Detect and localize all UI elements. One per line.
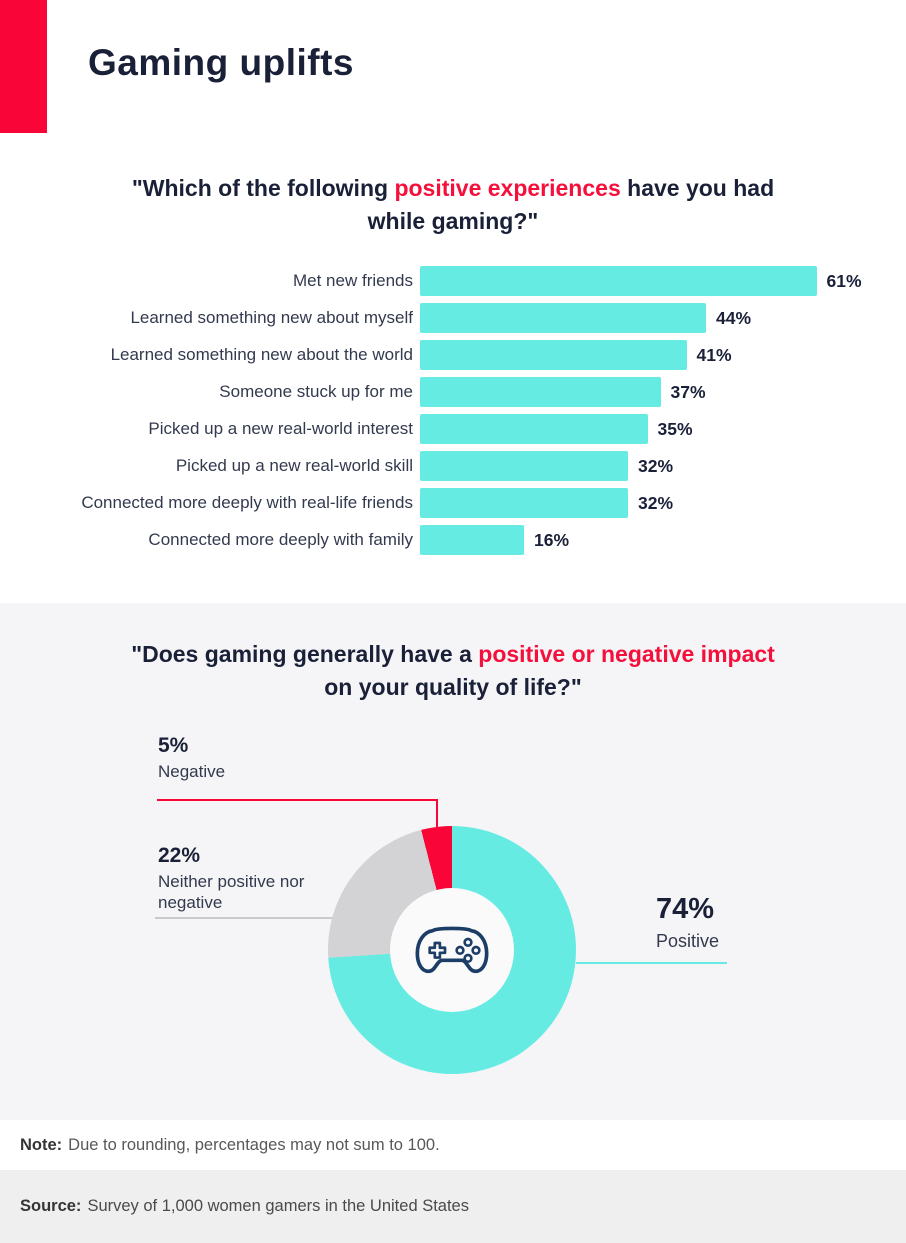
bar-learned-about-myself — [420, 303, 706, 333]
question-text-pre: "Does gaming generally have a — [131, 641, 479, 667]
donut-chart-question: "Does gaming generally have a positive o… — [123, 638, 783, 705]
bar-category-label: Connected more deeply with family — [148, 530, 413, 549]
negative-connector-line-horizontal — [157, 799, 438, 801]
bar-row: Connected more deeply with family 16% — [0, 525, 906, 555]
bar-row: Picked up a new real-world interest 35% — [0, 414, 906, 444]
bar-category-label: Learned something new about the world — [110, 345, 413, 364]
question-text-highlight: positive or negative impact — [478, 641, 775, 667]
donut-hole — [390, 888, 514, 1012]
bar-someone-stuck-up — [420, 377, 661, 407]
note-text: Due to rounding, percentages may not sum… — [68, 1135, 440, 1154]
bar-category-label: Connected more deeply with real-life fri… — [81, 493, 413, 512]
positive-experiences-bar-chart: Met new friends 61% Learned something ne… — [0, 266, 906, 555]
bar-category-label: Picked up a new real-world interest — [148, 419, 413, 438]
question-text-highlight: positive experiences — [394, 175, 621, 201]
callout-negative: 5% Negative — [158, 734, 225, 782]
bar-connected-family — [420, 525, 524, 555]
impact-donut-chart — [328, 826, 576, 1074]
positive-label: Positive — [656, 931, 720, 951]
question-text-post: on your quality of life?" — [324, 674, 582, 701]
bar-value-label: 37% — [670, 381, 706, 402]
bar-value-label: 32% — [638, 455, 674, 476]
impact-section: "Does gaming generally have a positive o… — [0, 603, 906, 1120]
source-text: Survey of 1,000 women gamers in the Unit… — [87, 1197, 469, 1215]
bar-row: Met new friends 61% — [0, 266, 906, 296]
bar-row: Learned something new about myself 44% — [0, 303, 906, 333]
neutral-connector-line — [155, 917, 335, 919]
bar-new-skill — [420, 451, 628, 481]
note-prefix: Note: — [20, 1135, 63, 1154]
header-accent-bar — [0, 0, 47, 133]
bar-value-label: 44% — [716, 307, 752, 328]
negative-connector-line-vertical — [436, 799, 438, 836]
bar-value-label: 16% — [534, 529, 570, 550]
bar-learned-about-world — [420, 340, 687, 370]
bar-row: Connected more deeply with real-life fri… — [0, 488, 906, 518]
source-prefix: Source: — [20, 1197, 82, 1215]
bar-chart-question: "Which of the following positive experie… — [113, 172, 793, 239]
negative-label: Negative — [158, 762, 226, 781]
neutral-percentage: 22% — [158, 844, 201, 867]
bar-category-label: Picked up a new real-world skill — [175, 456, 413, 475]
callout-neutral: 22% Neither positive nor negative — [158, 844, 308, 914]
positive-connector-line — [576, 962, 727, 964]
bar-value-label: 32% — [638, 492, 674, 513]
bar-value-label: 35% — [657, 418, 693, 439]
bar-category-label: Learned something new about myself — [130, 308, 413, 327]
bar-row: Learned something new about the world 41… — [0, 340, 906, 370]
question-text-pre: "Which of the following — [131, 175, 395, 201]
bar-met-new-friends — [420, 266, 817, 296]
bar-category-label: Someone stuck up for me — [219, 382, 413, 401]
bar-row: Someone stuck up for me 37% — [0, 377, 906, 407]
note-strip: Note: Due to rounding, percentages may n… — [0, 1120, 906, 1170]
negative-percentage: 5% — [158, 734, 189, 757]
positive-percentage: 74% — [656, 893, 715, 925]
bar-row: Picked up a new real-world skill 32% — [0, 451, 906, 481]
neutral-label: Neither positive nor negative — [158, 872, 305, 913]
page-title: Gaming uplifts — [88, 42, 354, 83]
bar-new-interest — [420, 414, 648, 444]
bar-value-label: 61% — [826, 270, 862, 291]
gamepad-icon — [415, 926, 489, 974]
bar-connected-friends — [420, 488, 628, 518]
question-text-post: have you had while gaming?" — [367, 175, 775, 235]
source-strip: Source: Survey of 1,000 women gamers in … — [0, 1170, 906, 1243]
bar-value-label: 41% — [696, 344, 732, 365]
bar-category-label: Met new friends — [293, 271, 413, 290]
callout-positive: 74% Positive — [656, 893, 719, 953]
